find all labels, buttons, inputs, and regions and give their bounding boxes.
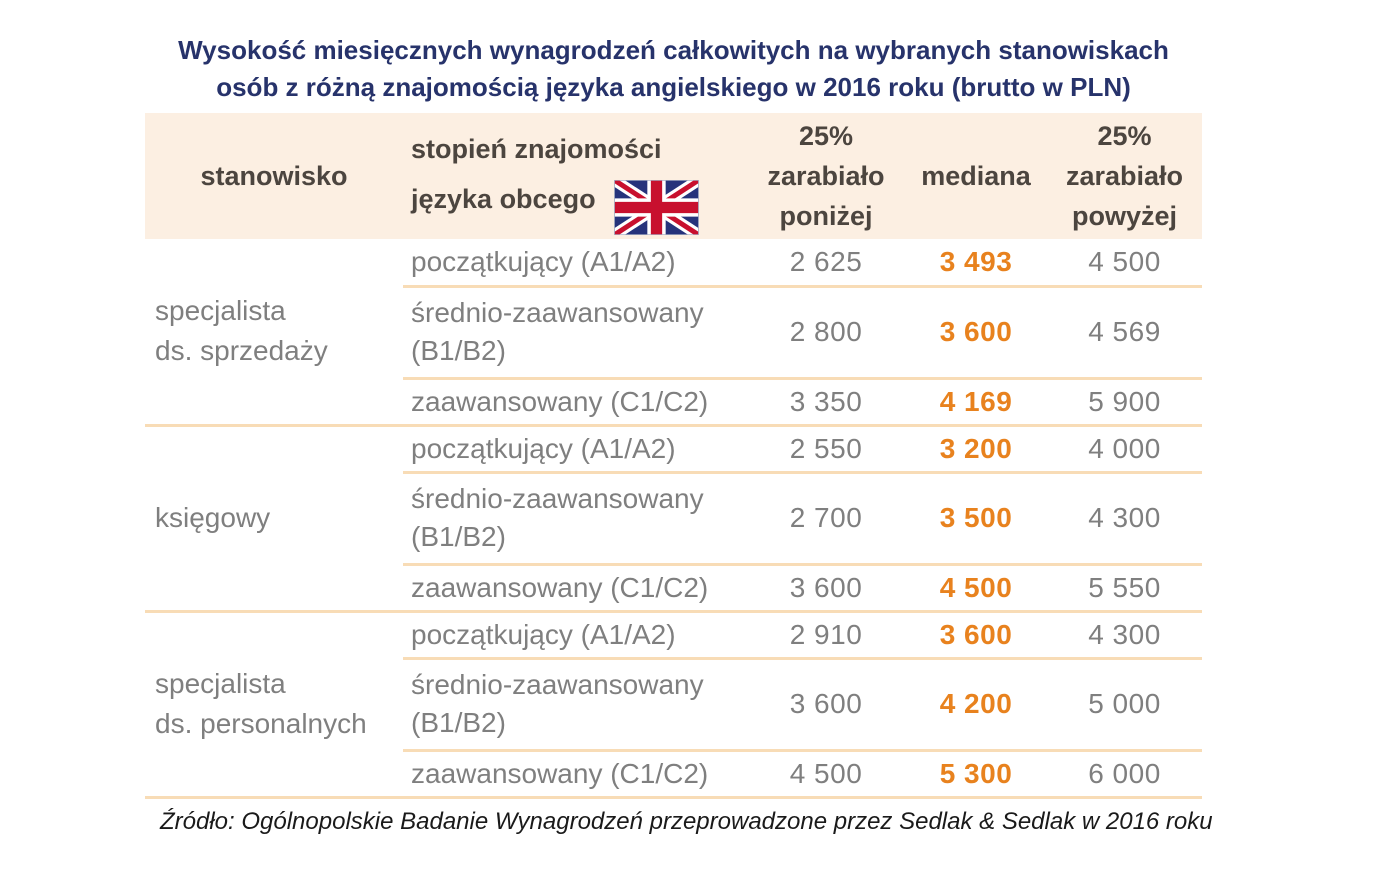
above-value: 4 500 (1047, 239, 1202, 288)
header-position: stanowisko (145, 113, 403, 239)
level-cell: średnio-zaawansowany (B1/B2) (403, 472, 747, 566)
level-cell: początkujący (A1/A2) (403, 239, 747, 288)
table-row: specjalista ds. sprzedaży początkujący (… (145, 239, 1202, 427)
level-cell: średnio-zaawansowany (B1/B2) (403, 658, 747, 752)
level-cell: średnio-zaawansowany (B1/B2) (403, 286, 747, 380)
page-title-line2: osób z różną znajomością języka angielsk… (216, 72, 1131, 102)
position-label-accountant: księgowy (145, 425, 403, 613)
page-title: Wysokość miesięcznych wynagrodzeń całkow… (145, 32, 1202, 106)
above-value: 4 300 (1047, 611, 1202, 660)
above-value: 5 900 (1047, 378, 1202, 427)
header-median: mediana (905, 113, 1047, 239)
salary-table: stanowisko stopień znajomości języka obc… (145, 113, 1202, 799)
table-row: zaawansowany (C1/C2) 3 350 4 169 5 900 (145, 378, 1202, 427)
table-row: średnio-zaawansowany (B1/B2) 2 800 3 600… (145, 286, 1202, 380)
level-cell: zaawansowany (C1/C2) (403, 378, 747, 427)
table-row: księgowy początkujący (A1/A2) 2 550 3 20… (145, 425, 1202, 613)
header-language-level: stopień znajomości języka obcego (403, 113, 747, 239)
position-label-hr-specialist: specjalista ds. personalnych (145, 611, 403, 799)
uk-flag-icon (613, 179, 699, 235)
source-note: Źródło: Ogólnopolskie Badanie Wynagrodze… (160, 807, 1213, 835)
page-title-line1: Wysokość miesięcznych wynagrodzeń całkow… (178, 35, 1169, 65)
header-25pct-above: 25% zarabiało powyżej (1047, 113, 1202, 239)
position-label-sales-specialist: specjalista ds. sprzedaży (145, 239, 403, 427)
header-language-level-line1: stopień znajomości (411, 133, 662, 164)
below-value: 2 625 (747, 239, 905, 288)
above-value: 6 000 (1047, 750, 1202, 799)
below-value: 3 600 (747, 658, 905, 752)
above-value: 4 300 (1047, 472, 1202, 566)
below-value: 3 350 (747, 378, 905, 427)
below-value: 2 910 (747, 611, 905, 660)
below-value: 2 800 (747, 286, 905, 380)
median-value: 3 200 (905, 425, 1047, 474)
table-row: zaawansowany (C1/C2) 3 600 4 500 5 550 (145, 564, 1202, 613)
below-value: 3 600 (747, 564, 905, 613)
above-value: 5 000 (1047, 658, 1202, 752)
table-row: zaawansowany (C1/C2) 4 500 5 300 6 000 (145, 750, 1202, 799)
below-value: 4 500 (747, 750, 905, 799)
above-value: 4 000 (1047, 425, 1202, 474)
above-value: 5 550 (1047, 564, 1202, 613)
level-cell: początkujący (A1/A2) (403, 611, 747, 660)
header-25pct-below: 25% zarabiało poniżej (747, 113, 905, 239)
above-value: 4 569 (1047, 286, 1202, 380)
table-row: średnio-zaawansowany (B1/B2) 2 700 3 500… (145, 472, 1202, 566)
below-value: 2 550 (747, 425, 905, 474)
level-cell: początkujący (A1/A2) (403, 425, 747, 474)
median-value: 3 493 (905, 239, 1047, 288)
level-cell: zaawansowany (C1/C2) (403, 750, 747, 799)
table-row: średnio-zaawansowany (B1/B2) 3 600 4 200… (145, 658, 1202, 752)
median-value: 4 169 (905, 378, 1047, 427)
header-language-level-line2: języka obcego (411, 184, 596, 214)
median-value: 3 500 (905, 472, 1047, 566)
table-header-row: stanowisko stopień znajomości języka obc… (145, 113, 1202, 239)
level-cell: zaawansowany (C1/C2) (403, 564, 747, 613)
below-value: 2 700 (747, 472, 905, 566)
median-value: 4 500 (905, 564, 1047, 613)
table-row: specjalista ds. personalnych początkując… (145, 611, 1202, 799)
median-value: 3 600 (905, 286, 1047, 380)
median-value: 5 300 (905, 750, 1047, 799)
median-value: 4 200 (905, 658, 1047, 752)
median-value: 3 600 (905, 611, 1047, 660)
